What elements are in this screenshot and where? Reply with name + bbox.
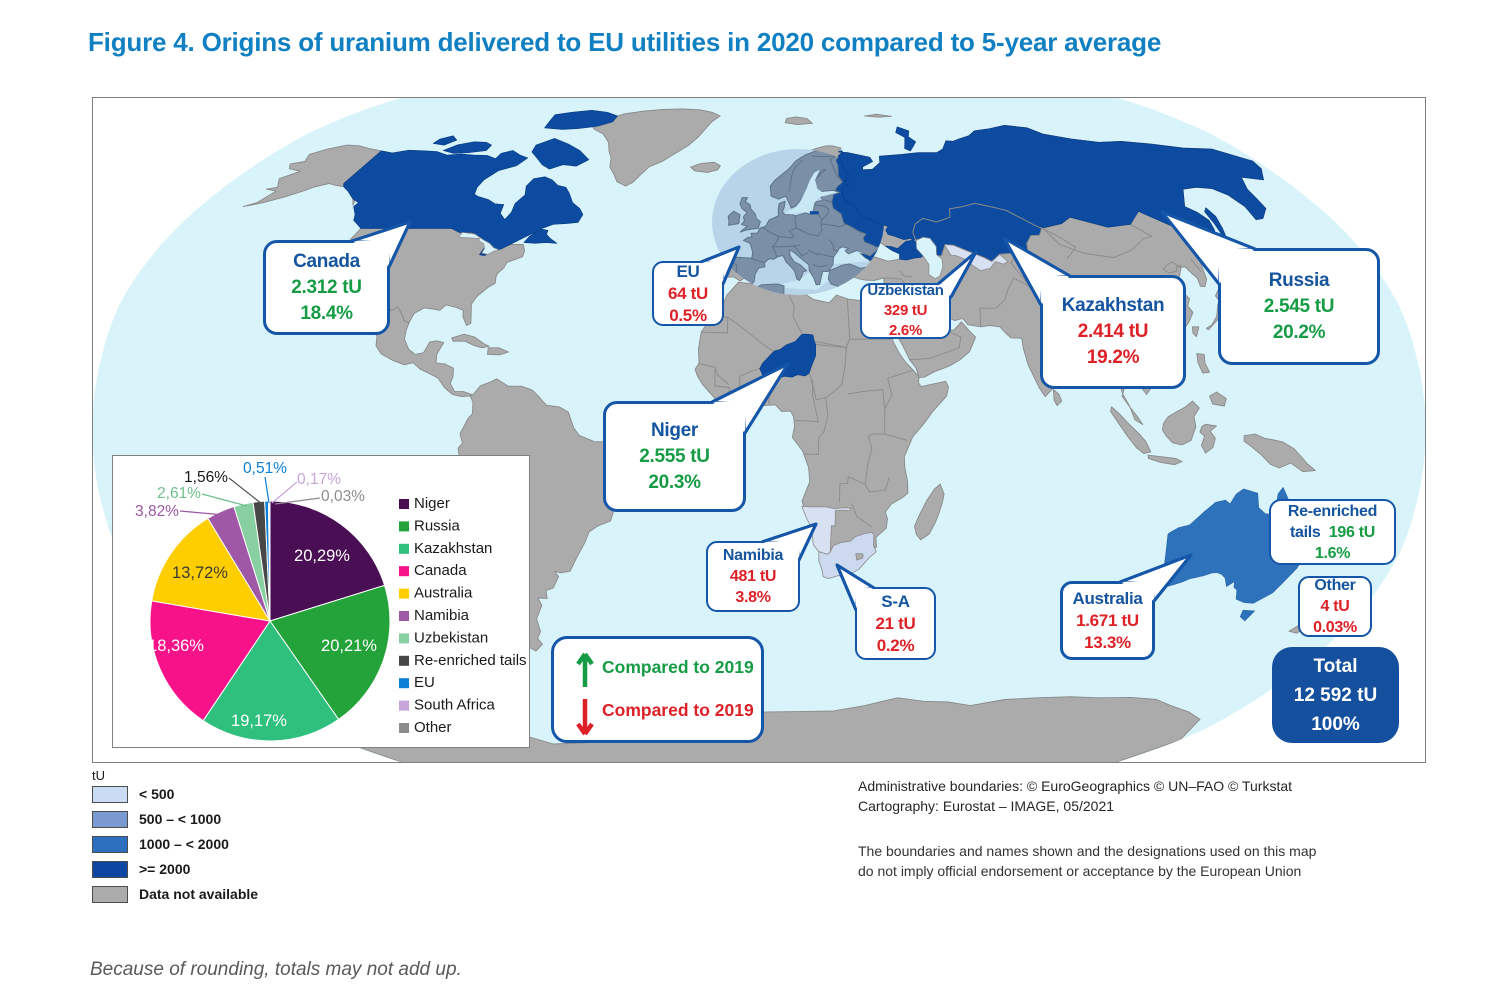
svg-text:0,17%: 0,17% bbox=[297, 471, 341, 488]
svg-text:Namibia: Namibia bbox=[414, 607, 470, 624]
svg-text:2,61%: 2,61% bbox=[157, 485, 201, 502]
svg-text:18,36%: 18,36% bbox=[148, 637, 204, 655]
svg-text:Kazakhstan: Kazakhstan bbox=[414, 540, 492, 557]
svg-text:Other: Other bbox=[414, 719, 452, 736]
svg-text:Australia: Australia bbox=[414, 585, 473, 602]
svg-text:20,21%: 20,21% bbox=[321, 637, 377, 655]
svg-text:Uzbekistan: Uzbekistan bbox=[414, 629, 488, 646]
svg-text:1,56%: 1,56% bbox=[184, 469, 228, 486]
svg-text:20,29%: 20,29% bbox=[294, 547, 350, 565]
svg-text:Re-enriched tails: Re-enriched tails bbox=[414, 652, 527, 669]
svg-text:South Africa: South Africa bbox=[414, 697, 496, 714]
svg-text:Russia: Russia bbox=[414, 517, 461, 534]
svg-text:Niger: Niger bbox=[414, 495, 450, 512]
svg-text:Canada: Canada bbox=[414, 562, 467, 579]
svg-text:EU: EU bbox=[414, 674, 435, 691]
svg-text:13,72%: 13,72% bbox=[172, 564, 228, 582]
svg-text:19,17%: 19,17% bbox=[231, 712, 287, 730]
svg-text:0,03%: 0,03% bbox=[321, 488, 365, 505]
svg-text:3,82%: 3,82% bbox=[135, 503, 179, 520]
svg-text:0,51%: 0,51% bbox=[243, 460, 287, 477]
